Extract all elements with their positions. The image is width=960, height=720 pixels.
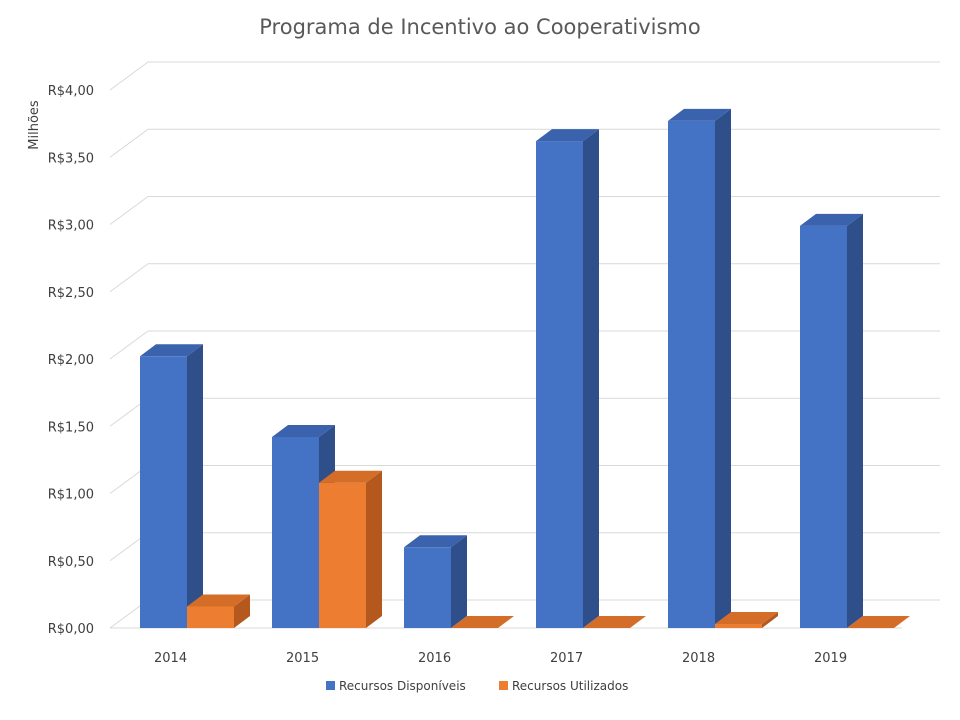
legend-item-1: Recursos Utilizados (499, 679, 628, 693)
y-tick-label: R$1,00 (48, 488, 94, 503)
bar-2018-series-1 (715, 611, 778, 628)
bar-2014-series-0 (140, 344, 203, 628)
y-axis-ticks: R$0,00 R$0,50 R$1,00 R$1,50 R$2,00 R$2,50 R$3,… (48, 84, 94, 637)
bar-2018-series-0 (668, 108, 731, 628)
gridline-diag (109, 263, 149, 293)
bar-side (847, 213, 863, 628)
bar-front (140, 356, 187, 628)
bar-2016-series-1 (451, 616, 514, 628)
bar-2017-series-1 (583, 616, 646, 628)
bar-front (187, 606, 234, 628)
y-tick-label: R$0,50 (48, 555, 94, 570)
bar-front (536, 141, 583, 629)
gridline-diag (109, 330, 149, 360)
legend-label: Recursos Disponíveis (339, 679, 466, 693)
bar-side (762, 611, 778, 628)
bar-side (583, 129, 599, 629)
bar-front (404, 547, 451, 628)
bar-top (583, 616, 646, 628)
bar-2016-series-0 (404, 535, 467, 628)
legend-swatch (499, 681, 508, 690)
bar-2015-series-1 (319, 470, 382, 628)
bar-side (234, 594, 250, 628)
x-tick-label: 2016 (418, 651, 451, 666)
bar-2017-series-0 (536, 129, 599, 629)
y-tick-label: R$4,00 (48, 84, 94, 99)
y-tick-label: R$1,50 (48, 420, 94, 435)
bar-top (187, 594, 250, 607)
bar-front (715, 623, 762, 628)
bar-front (800, 225, 847, 628)
bar-top (272, 425, 335, 438)
bars (140, 108, 910, 629)
bar-top (404, 535, 467, 548)
bar-side (187, 344, 203, 628)
bar-top (536, 129, 599, 142)
y-axis-label: Milhões (27, 100, 42, 150)
bar-front (668, 120, 715, 628)
bar-top (451, 616, 514, 628)
x-tick-label: 2015 (286, 651, 319, 666)
bar-side (715, 108, 731, 628)
bar-2014-series-1 (187, 594, 250, 628)
bar-2019-series-1 (847, 616, 910, 628)
bar-front (272, 437, 319, 628)
bar-top (319, 470, 382, 483)
bar-side (366, 470, 382, 628)
y-tick-label: R$2,50 (48, 286, 94, 301)
bar-top (800, 213, 863, 226)
bar-2019-series-0 (800, 213, 863, 628)
legend-swatch (326, 681, 335, 690)
legend: Recursos Disponíveis Recursos Utilizados (326, 679, 628, 693)
gridline-diag (109, 61, 149, 91)
chart-title: Programa de Incentivo ao Cooperativismo (259, 15, 700, 39)
bar-side (451, 535, 467, 628)
x-tick-label: 2014 (154, 651, 187, 666)
x-tick-label: 2018 (682, 651, 715, 666)
legend-label: Recursos Utilizados (512, 679, 628, 693)
x-tick-label: 2019 (814, 651, 847, 666)
y-tick-label: R$0,00 (48, 622, 94, 637)
bar-front (319, 482, 366, 628)
x-tick-label: 2017 (550, 651, 583, 666)
y-tick-label: R$3,50 (48, 151, 94, 166)
bar-top (668, 108, 731, 121)
legend-item-0: Recursos Disponíveis (326, 679, 466, 693)
x-axis-ticks: 2014 2015 2016 2017 2018 2019 (154, 651, 847, 666)
y-tick-label: R$2,00 (48, 353, 94, 368)
bar-top (847, 616, 910, 628)
y-tick-label: R$3,00 (48, 219, 94, 234)
bar-top (140, 344, 203, 357)
gridline-diag (109, 128, 149, 158)
bar-top (715, 611, 778, 624)
gridline-diag (109, 196, 149, 225)
